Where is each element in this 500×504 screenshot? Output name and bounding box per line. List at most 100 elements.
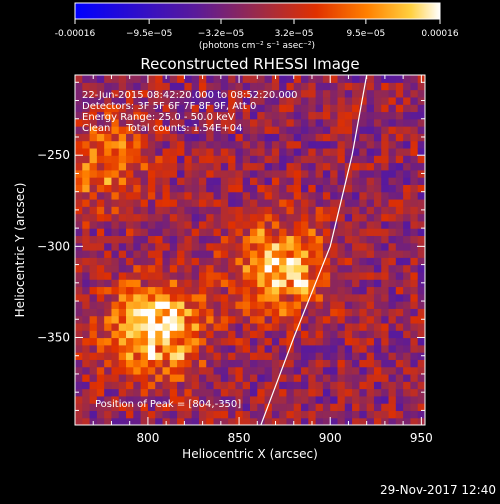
heatmap-cell [111,344,120,353]
heatmap-cell [395,410,404,419]
heatmap-cell [177,417,185,425]
heatmap-cell [206,410,215,419]
heatmap-cell [388,301,397,309]
heatmap-cell [395,301,404,309]
heatmap-cell [133,191,142,200]
heatmap-cell [133,118,142,127]
heatmap-cell [330,133,339,142]
heatmap-cell [352,140,360,149]
heatmap-cell [373,344,382,353]
heatmap-cell [366,184,375,193]
heatmap-cell [191,410,200,419]
heatmap-cell [191,417,200,425]
heatmap-cell [82,271,91,280]
heatmap-cell [388,293,397,302]
heatmap-cell [286,155,295,164]
heatmap-cell [242,75,251,83]
heatmap-cell [352,228,360,237]
heatmap-cell [133,75,142,83]
heatmap-cell [191,111,200,120]
heatmap-cell [271,89,280,98]
heatmap-cell [191,403,200,412]
heatmap-cell [111,388,120,397]
heatmap-cell [250,198,258,207]
heatmap-cell [257,337,266,346]
x-tick-label: 850 [228,431,251,445]
heatmap-cell [104,184,113,193]
heatmap-cell [271,330,280,339]
heatmap-cell [155,373,164,382]
heatmap-cell [133,162,142,171]
heatmap-cell [111,162,120,171]
heatmap-cell [373,373,382,382]
heatmap-cell [228,410,237,419]
heatmap-cell [96,330,105,339]
heatmap-cell [169,213,178,222]
heatmap-cell [315,344,324,353]
heatmap-cell [206,213,215,222]
heatmap-cell [169,395,178,404]
heatmap-cell [315,403,324,412]
heatmap-cell [301,395,309,404]
heatmap-cell [388,206,397,215]
heatmap-cell [155,228,164,237]
heatmap-cell [250,344,258,353]
heatmap-cell [257,191,266,200]
heatmap-cell [162,228,171,237]
heatmap-cell [388,184,397,193]
heatmap-cell [126,301,134,309]
heatmap-cell [111,286,120,295]
heatmap-cell [162,315,171,324]
heatmap-cell [111,381,120,390]
heatmap-cell [301,373,309,382]
heatmap-cell [235,381,244,390]
heatmap-cell [388,395,397,404]
heatmap-cell [322,257,331,266]
heatmap-cell [82,155,91,164]
heatmap-cell [140,140,149,149]
heatmap-cell [96,271,105,280]
heatmap-cell [352,264,360,273]
heatmap-cell [337,410,346,419]
heatmap-cell [118,301,127,309]
heatmap-cell [279,155,288,164]
heatmap-cell [381,410,390,419]
heatmap-cell [206,271,215,280]
heatmap-cell [410,344,419,353]
heatmap-cell [191,162,200,171]
heatmap-cell [395,184,404,193]
heatmap-cell [293,198,302,207]
heatmap-cell [82,140,91,149]
heatmap-cell [184,104,193,113]
heatmap-cell [257,395,266,404]
heatmap-cell [220,337,229,346]
heatmap-cell [96,213,105,222]
heatmap-cell [330,395,339,404]
heatmap-cell [184,344,193,353]
heatmap-cell [322,395,331,404]
heatmap-cell [96,293,105,302]
heatmap-cell [381,279,390,288]
heatmap-cell [89,352,98,360]
heatmap-cell [235,373,244,382]
heatmap-cell [96,82,105,91]
heatmap-cell [118,235,127,244]
heatmap-cell [96,184,105,193]
heatmap-cell [96,301,105,309]
heatmap-cell [169,126,178,134]
heatmap-cell [373,366,382,375]
heatmap-cell [82,89,91,98]
heatmap-cell [301,126,309,134]
heatmap-cell [118,395,127,404]
heatmap-cell [308,315,317,324]
heatmap-cell [206,337,215,346]
heatmap-cell [184,206,193,215]
heatmap-cell [322,308,331,317]
heatmap-cell [403,301,412,309]
heatmap-cell [279,330,288,339]
heatmap-cell [308,191,317,200]
heatmap-cell [366,213,375,222]
heatmap-cell [250,250,258,258]
heatmap-cell [126,359,134,368]
